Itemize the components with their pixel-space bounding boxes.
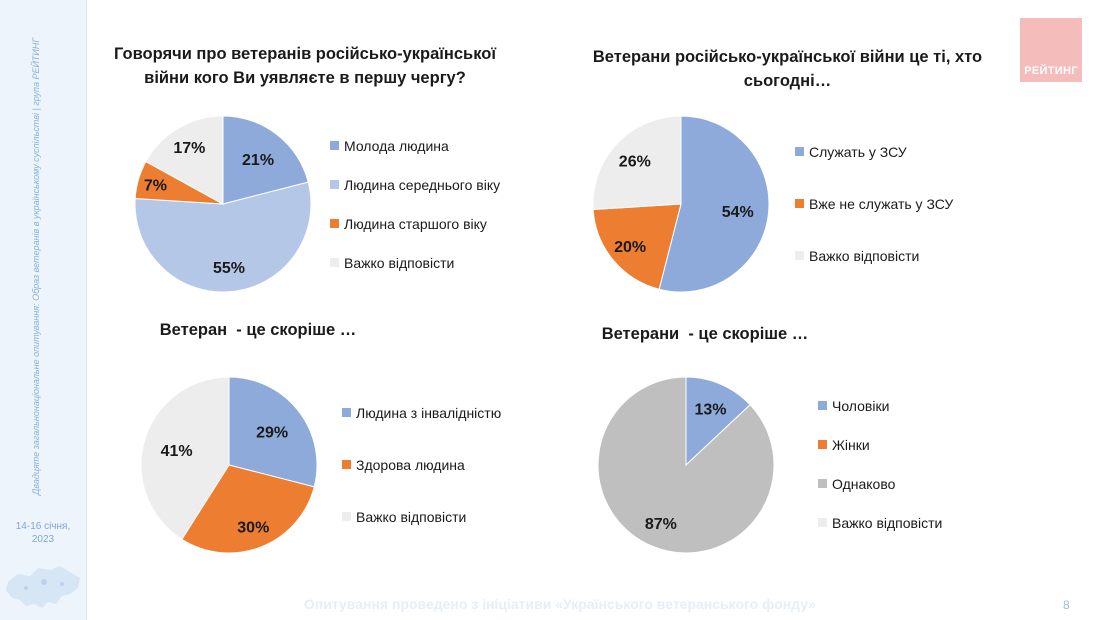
logo-text: РЕЙТИНГ [1024, 65, 1078, 77]
legend-label: Чоловіки [832, 398, 890, 414]
slice-data-label: 41% [161, 443, 193, 460]
chart4-title-line: Ветерани - це скоріше … [601, 325, 809, 343]
legend-swatch [818, 401, 827, 410]
legend-label: Важко відповісти [344, 255, 455, 271]
pie-slice [145, 115, 224, 205]
legend-label: Важко відповісти [356, 509, 467, 525]
legend-swatch [795, 251, 804, 260]
slice-data-label: 7% [144, 177, 167, 194]
legend-label: Людина середнього віку [344, 177, 501, 193]
legend-label: Людина з інвалідністю [356, 405, 502, 421]
legend-label: Молода людина [344, 138, 449, 154]
legend-swatch [342, 460, 351, 469]
legend-swatch [330, 258, 339, 267]
slice-data-label: 30% [237, 519, 269, 536]
legend-label: Вже не служать у ЗСУ [809, 196, 954, 212]
legend-swatch [342, 408, 351, 417]
rating-logo: РЕЙТИНГ [1020, 18, 1082, 82]
chart2-title-line: Ветерани російсько-української війни це … [592, 48, 983, 66]
pie-slice [222, 115, 309, 205]
chart1-title-line: Говорячи про ветеранів російсько-українс… [114, 45, 496, 63]
chart4-title: Ветерани - це скоріше … [565, 322, 845, 346]
chart2-title-line: сьогодні… [743, 72, 832, 90]
slice-data-label: 55% [213, 260, 245, 277]
survey-date-line2: 2023 [31, 534, 55, 545]
legend-swatch [795, 147, 804, 156]
pie-slice [134, 181, 312, 293]
legend-label: Важко відповісти [832, 515, 943, 531]
slice-data-label: 26% [619, 154, 651, 171]
legend-label: Здорова людина [356, 457, 465, 473]
legend-swatch [330, 219, 339, 228]
slice-data-label: 20% [614, 239, 646, 256]
survey-date: 14-16 січня, 2023 [0, 520, 86, 546]
legend-swatch [818, 440, 827, 449]
legend-label: Служать у ЗСУ [809, 144, 907, 160]
pie-slice [658, 115, 770, 293]
chart3-title: Ветеран - це скоріше … [118, 318, 398, 342]
slice-data-label: 54% [722, 204, 754, 221]
legend-swatch [818, 479, 827, 488]
slice-data-label: 13% [694, 401, 726, 418]
slice-data-label: 17% [173, 140, 205, 157]
pie-slice [597, 376, 775, 554]
pie-slice [592, 115, 682, 211]
slice-data-label: 87% [645, 516, 677, 533]
survey-date-line1: 14-16 січня, [15, 521, 71, 532]
pie-slice [685, 376, 751, 467]
legend-swatch [342, 512, 351, 521]
footer-note: Опитування проведено з ініціативи «Украї… [303, 596, 817, 612]
legend-label: Важко відповісти [809, 248, 920, 264]
pie-slice [228, 376, 318, 488]
legend-label: Однаково [832, 476, 896, 492]
legend-swatch [330, 141, 339, 150]
chart2-title: Ветерани російсько-української війни це … [570, 45, 1005, 93]
page-number: 8 [1063, 598, 1070, 612]
chart1-title: Говорячи про ветеранів російсько-українс… [100, 42, 510, 90]
slice-data-label: 21% [242, 152, 274, 169]
pie-slice [592, 203, 682, 290]
legend-swatch [795, 199, 804, 208]
chart3-title-line: Ветеран - це скоріше … [159, 321, 357, 339]
pie-slice [181, 464, 315, 554]
slice-data-label: 29% [256, 425, 288, 442]
sidebar: Двадцяте загальнонаціональне опитування:… [0, 0, 87, 620]
legend-label: Жінки [832, 437, 870, 453]
pie-slice [140, 376, 230, 540]
ukraine-map-icon [6, 566, 80, 608]
legend-label: Людина старшого віку [344, 216, 487, 232]
chart1-title-line: війни кого Ви уявляєте в першу чергу? [144, 69, 466, 87]
legend-swatch [330, 180, 339, 189]
legend-swatch [818, 518, 827, 527]
